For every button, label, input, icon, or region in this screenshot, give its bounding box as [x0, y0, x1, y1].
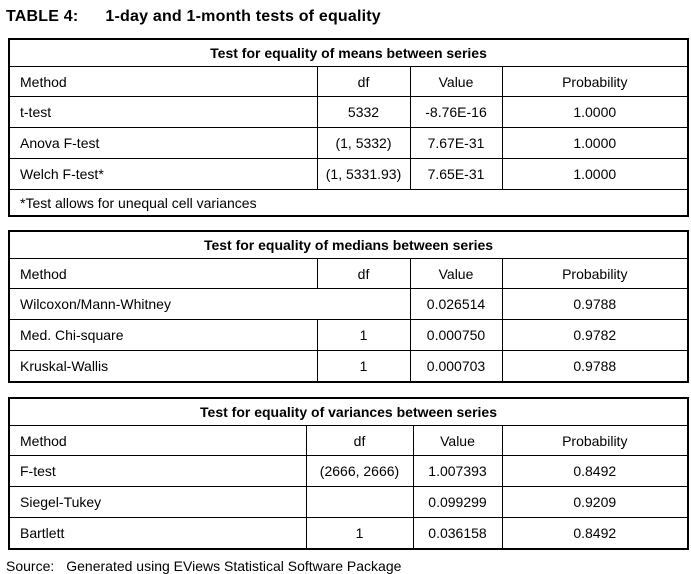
value-cell: 0.099299 [412, 486, 503, 518]
column-header-df: df [305, 425, 414, 456]
column-header-value: Value [409, 258, 503, 289]
column-header-value: Value [409, 66, 503, 97]
table-row: F-test (2666, 2666) 1.007393 0.8492 [8, 455, 689, 487]
table-title: Test for equality of means between serie… [8, 38, 689, 67]
probability-cell: 0.9782 [501, 319, 689, 351]
table-row: Wilcoxon/Mann-Whitney 0.026514 0.9788 [8, 288, 689, 320]
column-header-df: df [316, 66, 411, 97]
page-title-label: TABLE 4: [6, 8, 79, 25]
column-header-probability: Probability [501, 425, 689, 456]
column-header-value: Value [412, 425, 503, 456]
method-cell: Anova F-test [8, 127, 318, 159]
table-row: Med. Chi-square 1 0.000750 0.9782 [8, 319, 689, 351]
medians-table: Test for equality of medians between ser… [8, 230, 690, 383]
df-cell: (1, 5331.93) [316, 158, 411, 190]
variances-table: Test for equality of variances between s… [8, 397, 690, 550]
method-cell: Bartlett [8, 517, 307, 550]
table-row: Kruskal-Wallis 1 0.000703 0.9788 [8, 350, 689, 383]
table-title: Test for equality of variances between s… [8, 397, 689, 426]
table-row: t-test 5332 -8.76E-16 1.0000 [8, 96, 689, 128]
table-title: Test for equality of medians between ser… [8, 230, 689, 259]
probability-cell: 0.9209 [501, 486, 689, 518]
value-cell: -8.76E-16 [409, 96, 503, 128]
table-row: Siegel-Tukey 0.099299 0.9209 [8, 486, 689, 518]
source-text: Generated using EViews Statistical Softw… [66, 558, 402, 574]
footnote: *Test allows for unequal cell variances [8, 189, 689, 217]
df-cell: 1 [316, 350, 411, 383]
probability-cell: 0.8492 [501, 517, 689, 550]
probability-cell: 0.9788 [501, 350, 689, 383]
method-cell: Wilcoxon/Mann-Whitney [8, 288, 411, 320]
probability-cell: 1.0000 [501, 158, 689, 190]
method-cell: F-test [8, 455, 307, 487]
probability-cell: 0.8492 [501, 455, 689, 487]
value-cell: 0.000703 [409, 350, 503, 383]
column-header-row: Method df Value Probability [8, 425, 689, 456]
value-cell: 7.65E-31 [409, 158, 503, 190]
column-header-probability: Probability [501, 258, 689, 289]
probability-cell: 1.0000 [501, 127, 689, 159]
value-cell: 7.67E-31 [409, 127, 503, 159]
page-title-text: 1-day and 1-month tests of equality [105, 8, 381, 25]
probability-cell: 1.0000 [501, 96, 689, 128]
table-row: Anova F-test (1, 5332) 7.67E-31 1.0000 [8, 127, 689, 159]
table-row: Welch F-test* (1, 5331.93) 7.65E-31 1.00… [8, 158, 689, 190]
value-cell: 0.000750 [409, 319, 503, 351]
df-cell: (1, 5332) [316, 127, 411, 159]
column-header-df: df [316, 258, 411, 289]
method-cell: Kruskal-Wallis [8, 350, 318, 383]
probability-cell: 0.9788 [501, 288, 689, 320]
df-cell [305, 486, 414, 518]
column-header-row: Method df Value Probability [8, 66, 689, 97]
source-label: Source: [6, 558, 55, 574]
value-cell: 0.026514 [409, 288, 503, 320]
column-header-method: Method [8, 66, 318, 97]
table-title-row: Test for equality of medians between ser… [8, 230, 689, 259]
value-cell: 1.007393 [412, 455, 503, 487]
df-cell: 5332 [316, 96, 411, 128]
means-table: Test for equality of means between serie… [8, 38, 690, 217]
column-header-method: Method [8, 258, 318, 289]
column-header-probability: Probability [501, 66, 689, 97]
method-cell: Welch F-test* [8, 158, 318, 190]
source-line: Source: Generated using EViews Statistic… [6, 558, 691, 574]
page-title: TABLE 4: 1-day and 1-month tests of equa… [6, 8, 691, 26]
value-cell: 0.036158 [412, 517, 503, 550]
method-cell: Siegel-Tukey [8, 486, 307, 518]
method-cell: Med. Chi-square [8, 319, 318, 351]
table-row: Bartlett 1 0.036158 0.8492 [8, 517, 689, 550]
column-header-row: Method df Value Probability [8, 258, 689, 289]
method-cell: t-test [8, 96, 318, 128]
column-header-method: Method [8, 425, 307, 456]
df-cell: 1 [305, 517, 414, 550]
footnote-row: *Test allows for unequal cell variances [8, 189, 689, 217]
table-title-row: Test for equality of variances between s… [8, 397, 689, 426]
df-cell: 1 [316, 319, 411, 351]
table-title-row: Test for equality of means between serie… [8, 38, 689, 67]
df-cell: (2666, 2666) [305, 455, 414, 487]
